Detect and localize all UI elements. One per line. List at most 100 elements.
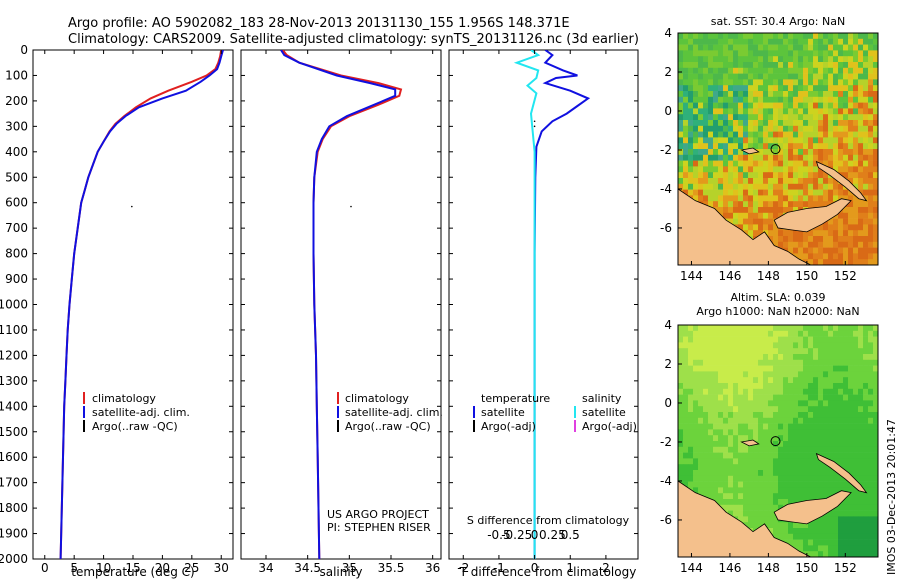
map-cell [783,143,789,150]
map-cell [828,120,834,127]
map-cell [718,342,724,349]
map-cell [708,377,714,384]
map-cell [708,201,714,208]
top-x-tick-label: 0 [531,528,539,542]
map-cell [818,348,824,355]
map-cell [803,241,809,248]
map-cell [868,96,874,103]
map-cell [828,91,834,98]
map-cell [768,62,774,69]
map-cell [733,33,739,40]
map-cell [808,230,814,237]
map-cell [848,50,854,57]
map-cell [793,359,799,366]
map-cell [753,160,759,167]
map-cell [728,330,734,337]
map-cell [788,371,794,378]
map-cell [818,330,824,337]
map-cell [798,44,804,51]
map-cell [818,259,824,265]
map-cell [773,528,779,535]
map-cell [693,383,699,390]
map-cell [678,160,684,167]
map-cell [683,359,689,366]
map-cell [768,464,774,471]
map-cell [733,160,739,167]
map-cell [713,417,719,424]
map-cell [738,44,744,51]
map-cell [678,406,684,413]
map-cell [868,73,874,80]
map-cell [758,120,764,127]
map-cell [693,143,699,150]
map-cell [698,359,704,366]
map-cell [863,330,869,337]
map-cell [753,481,759,488]
depth-tick-label: 200 [5,94,28,108]
map-cell [693,412,699,419]
map-cell [853,236,859,243]
map-cell [858,201,864,208]
map-cell [808,67,814,74]
map-cell [828,224,834,231]
map-cell [803,143,809,150]
map-cell [723,183,729,190]
map-cell [868,429,874,436]
map-x-tick-label: 152 [834,269,857,283]
map-cell [873,330,878,337]
map-cell [778,522,784,529]
map-cell [843,44,849,51]
map-cell [718,371,724,378]
map-cell [798,137,804,144]
map-cell [733,73,739,80]
map-cell [713,56,719,63]
map-cell [868,137,874,144]
map-cell [868,178,874,185]
map-cell [733,96,739,103]
map-cell [778,499,784,506]
map-cell [823,400,829,407]
map-cell [758,212,764,219]
map-cell [758,417,764,424]
map-cell [803,149,809,156]
map-cell [778,50,784,57]
map-cell [843,423,849,430]
map-cell [873,336,878,343]
map-cell [733,383,739,390]
map-cell [743,423,749,430]
map-cell [823,516,829,523]
map-cell [863,522,869,529]
map-cell [763,33,769,40]
x-tick-label: 10 [96,561,111,575]
map-cell [853,96,859,103]
map-cell [723,166,729,173]
map-cell [818,79,824,86]
map-cell [768,102,774,109]
map-cell [768,50,774,57]
map-cell [863,38,869,45]
map-cell [793,539,799,546]
map-cell [718,102,724,109]
map-cell [873,236,878,243]
x-tick-label: 20 [155,561,170,575]
map-cell [853,207,859,214]
map-cell [843,236,849,243]
map-cell [718,330,724,337]
map-cell [873,253,878,260]
map-cell [708,342,714,349]
map-cell [788,241,794,248]
map-cell [858,470,864,477]
map-cell [733,79,739,86]
map-cell [678,91,684,98]
map-y-tick-label: -2 [660,143,672,157]
map-cell [768,435,774,442]
map-cell [708,458,714,465]
map-cell [863,528,869,535]
map-cell [798,166,804,173]
map-cell [693,195,699,202]
map-cell [698,172,704,179]
map-cell [848,212,854,219]
map-cell [778,446,784,453]
map-cell [793,125,799,132]
map-cell [678,446,684,453]
